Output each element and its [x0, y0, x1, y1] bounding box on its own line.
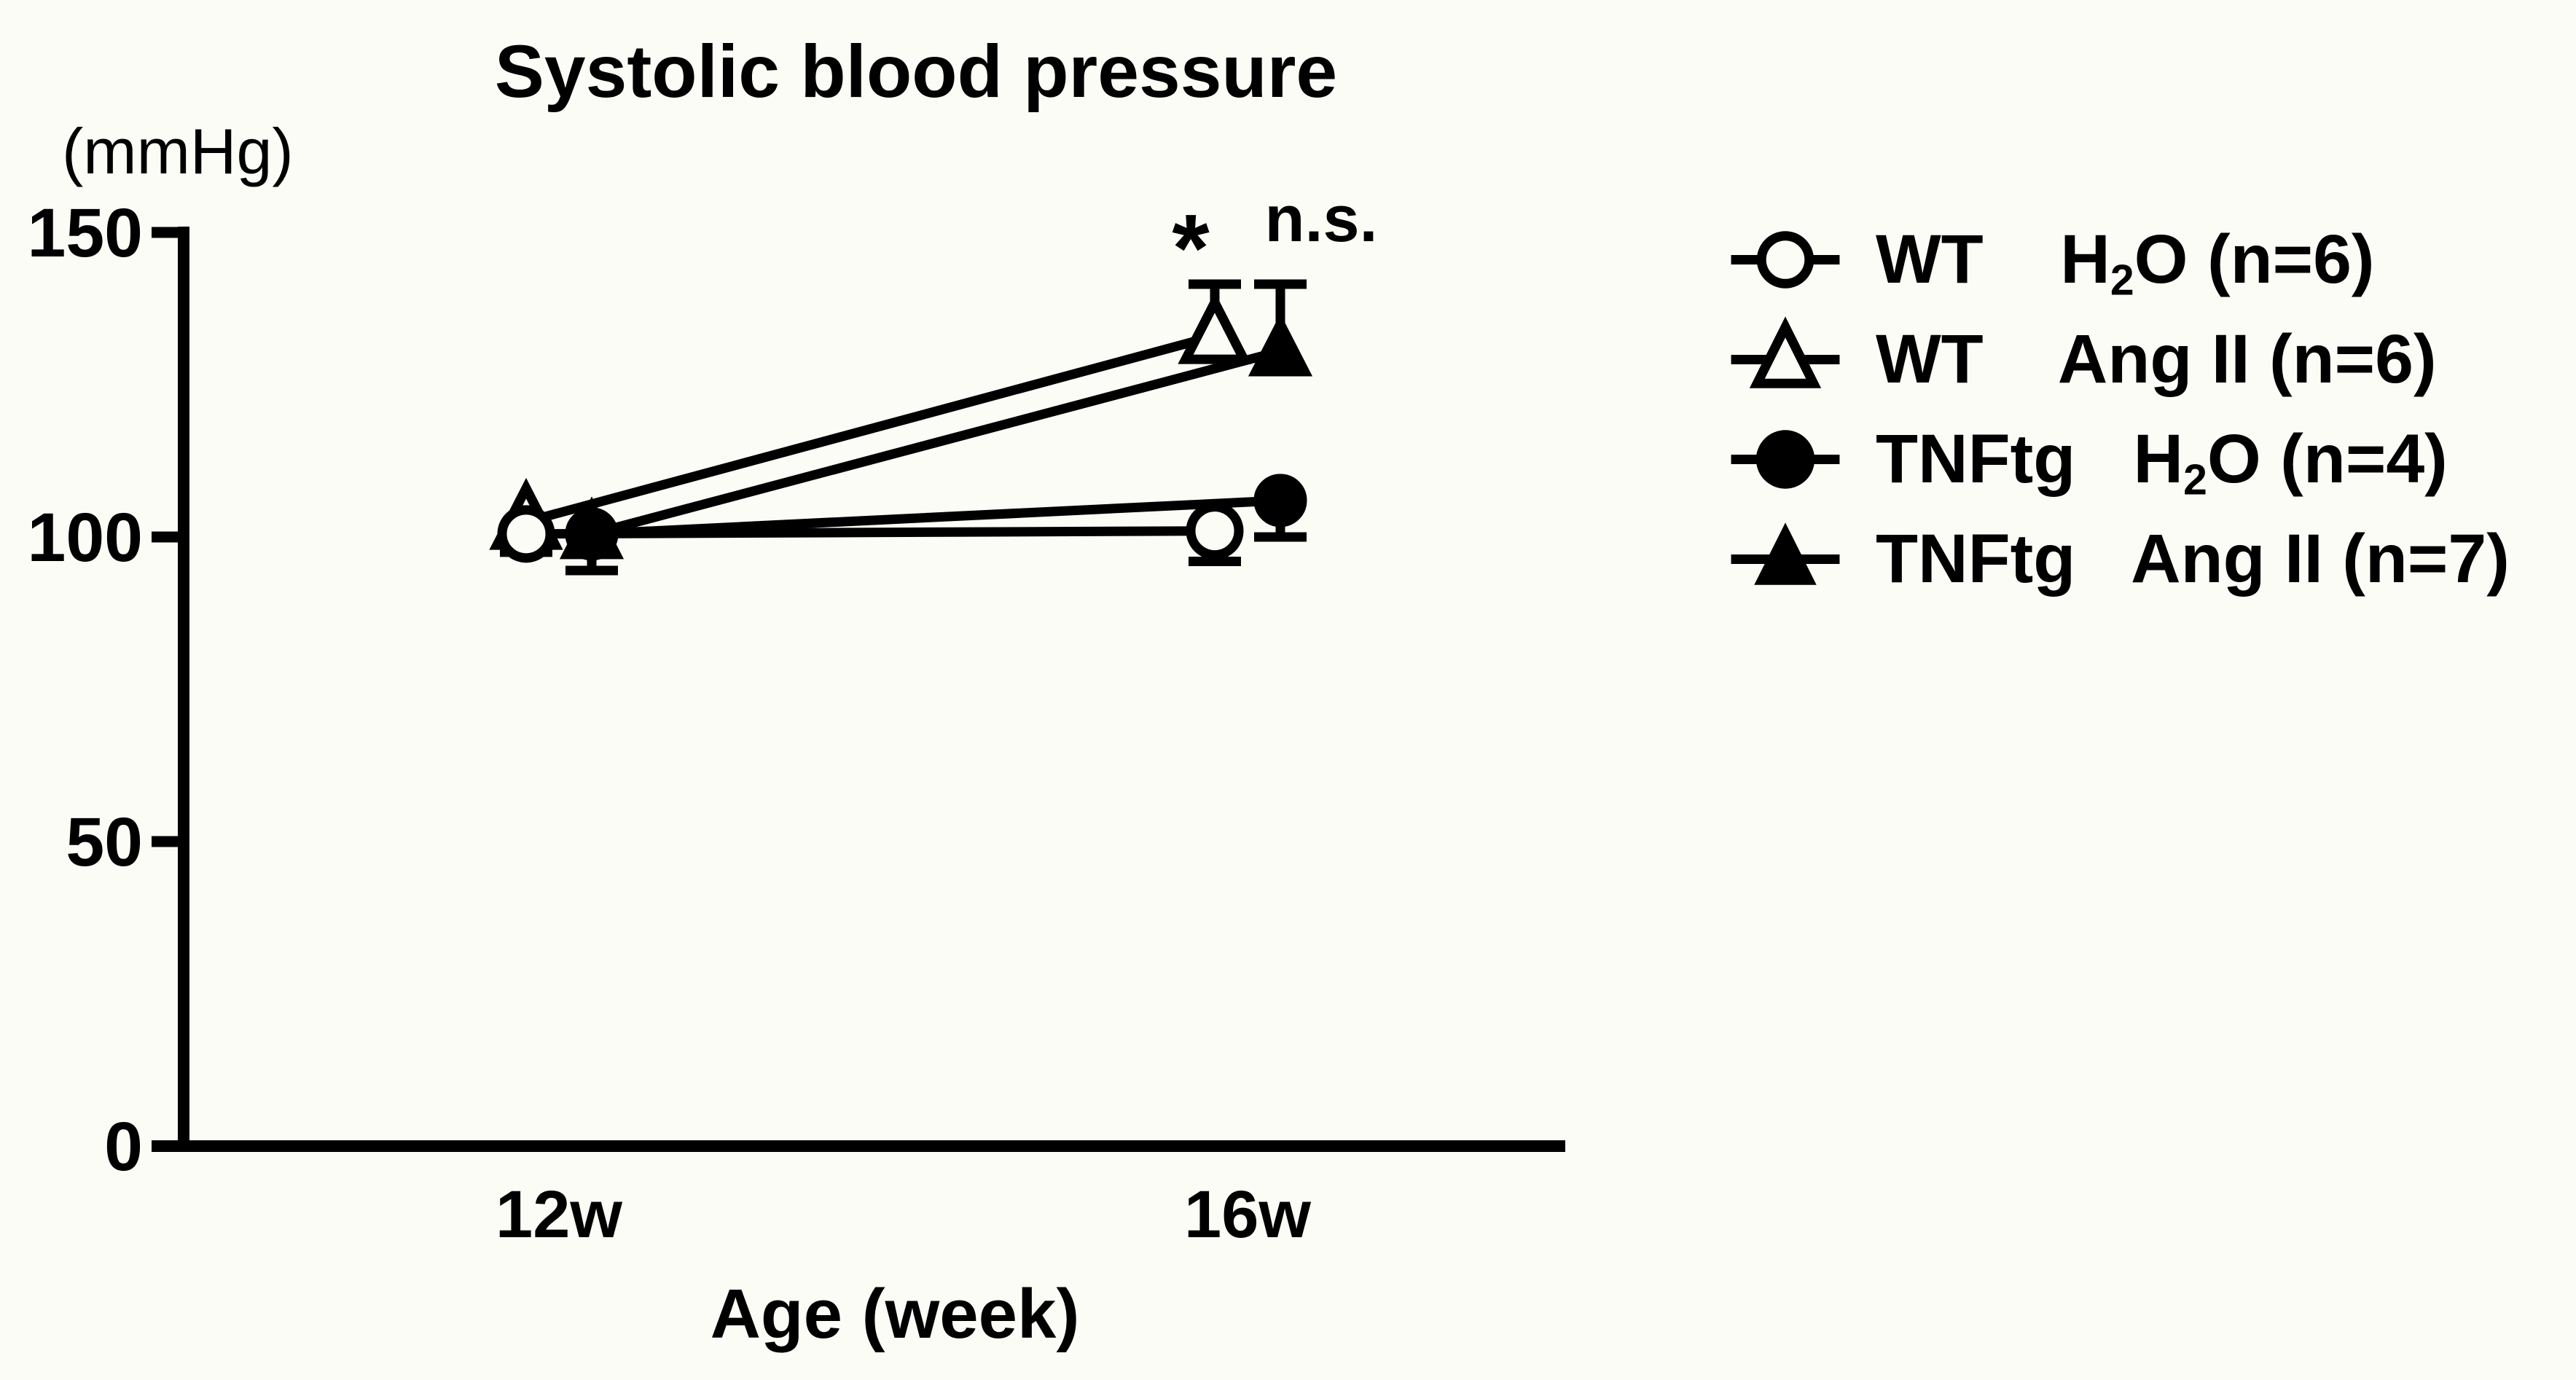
series-lines [525, 331, 1282, 539]
legend-marker [1755, 430, 1815, 489]
legend-label-wt-h2o: WT H2O (n=6) [1876, 225, 2375, 302]
legend-marker [1749, 316, 1822, 388]
legend-label-subscript: 2 [2110, 256, 2134, 305]
legend-marker [1756, 231, 1814, 289]
legend-solid-circle-icon [1731, 430, 1840, 489]
legend-label-text: TNFtg Ang II (n=7) [1876, 520, 2510, 597]
not-significant-label: n.s. [1264, 183, 1377, 256]
legend-item-tnftg-angii: TNFtg Ang II (n=7) [1712, 509, 2510, 609]
series-line-tnftg-angii [590, 346, 1282, 539]
legend-solid-triangle-icon [1731, 522, 1840, 585]
legend-label-text: WT Ang II (n=6) [1876, 321, 2437, 398]
legend-item-wt-angii: WT Ang II (n=6) [1712, 310, 2510, 409]
marker-open-circle-wt-h2o [1186, 502, 1244, 560]
legend-item-tnftg-h2o: TNFtg H2O (n=4) [1712, 409, 2510, 509]
legend-open-triangle-icon [1731, 316, 1840, 388]
y-tick-label: 150 [27, 195, 143, 272]
chart-legend: WT H2O (n=6) WT Ang II (n=6) TNFtg H2O (n=… [1712, 210, 2510, 609]
legend-marker [1754, 522, 1817, 585]
y-tick-label: 0 [104, 1108, 143, 1185]
legend-open-circle-icon [1731, 231, 1840, 289]
marker-solid-circle-tnftg-h2o [1253, 474, 1307, 528]
legend-label-text: WT H [1876, 221, 2110, 298]
series-line-wt-angii [525, 331, 1216, 527]
x-tick-label: 16w [1184, 1177, 1311, 1252]
legend-label-subscript: 2 [2183, 456, 2207, 504]
y-tick-label: 50 [66, 804, 143, 881]
legend-label-text: TNFtg H [1876, 420, 2184, 498]
legend-item-wt-h2o: WT H2O (n=6) [1712, 210, 2510, 310]
marker-open-circle-wt-h2o [497, 505, 555, 563]
legend-label-text: O (n=4) [2207, 420, 2448, 498]
marker-solid-triangle-tnftg-angii [1248, 313, 1313, 377]
marker-open-triangle-wt-angii [1178, 291, 1252, 364]
legend-label-tnftg-angii: TNFtg Ang II (n=7) [1876, 525, 2510, 594]
plot-area: 0 50 100 150 12w 16w [27, 195, 1565, 1252]
series-line-tnftg-h2o [591, 495, 1281, 539]
markers [489, 291, 1313, 563]
y-axis-unit-label: (mmHg) [62, 115, 294, 187]
y-tick-label: 100 [27, 499, 143, 576]
x-axis-title: Age (week) [710, 1275, 1080, 1353]
chart-title: Systolic blood pressure [495, 30, 1337, 113]
marker-solid-circle-tnftg-h2o [565, 507, 619, 561]
legend-label-wt-angii: WT Ang II (n=6) [1876, 325, 2437, 394]
legend-label-tnftg-h2o: TNFtg H2O (n=4) [1876, 425, 2448, 502]
x-tick-label: 12w [496, 1177, 622, 1252]
axes: 0 50 100 150 12w 16w [27, 195, 1565, 1252]
legend-label-text: O (n=6) [2134, 221, 2375, 298]
